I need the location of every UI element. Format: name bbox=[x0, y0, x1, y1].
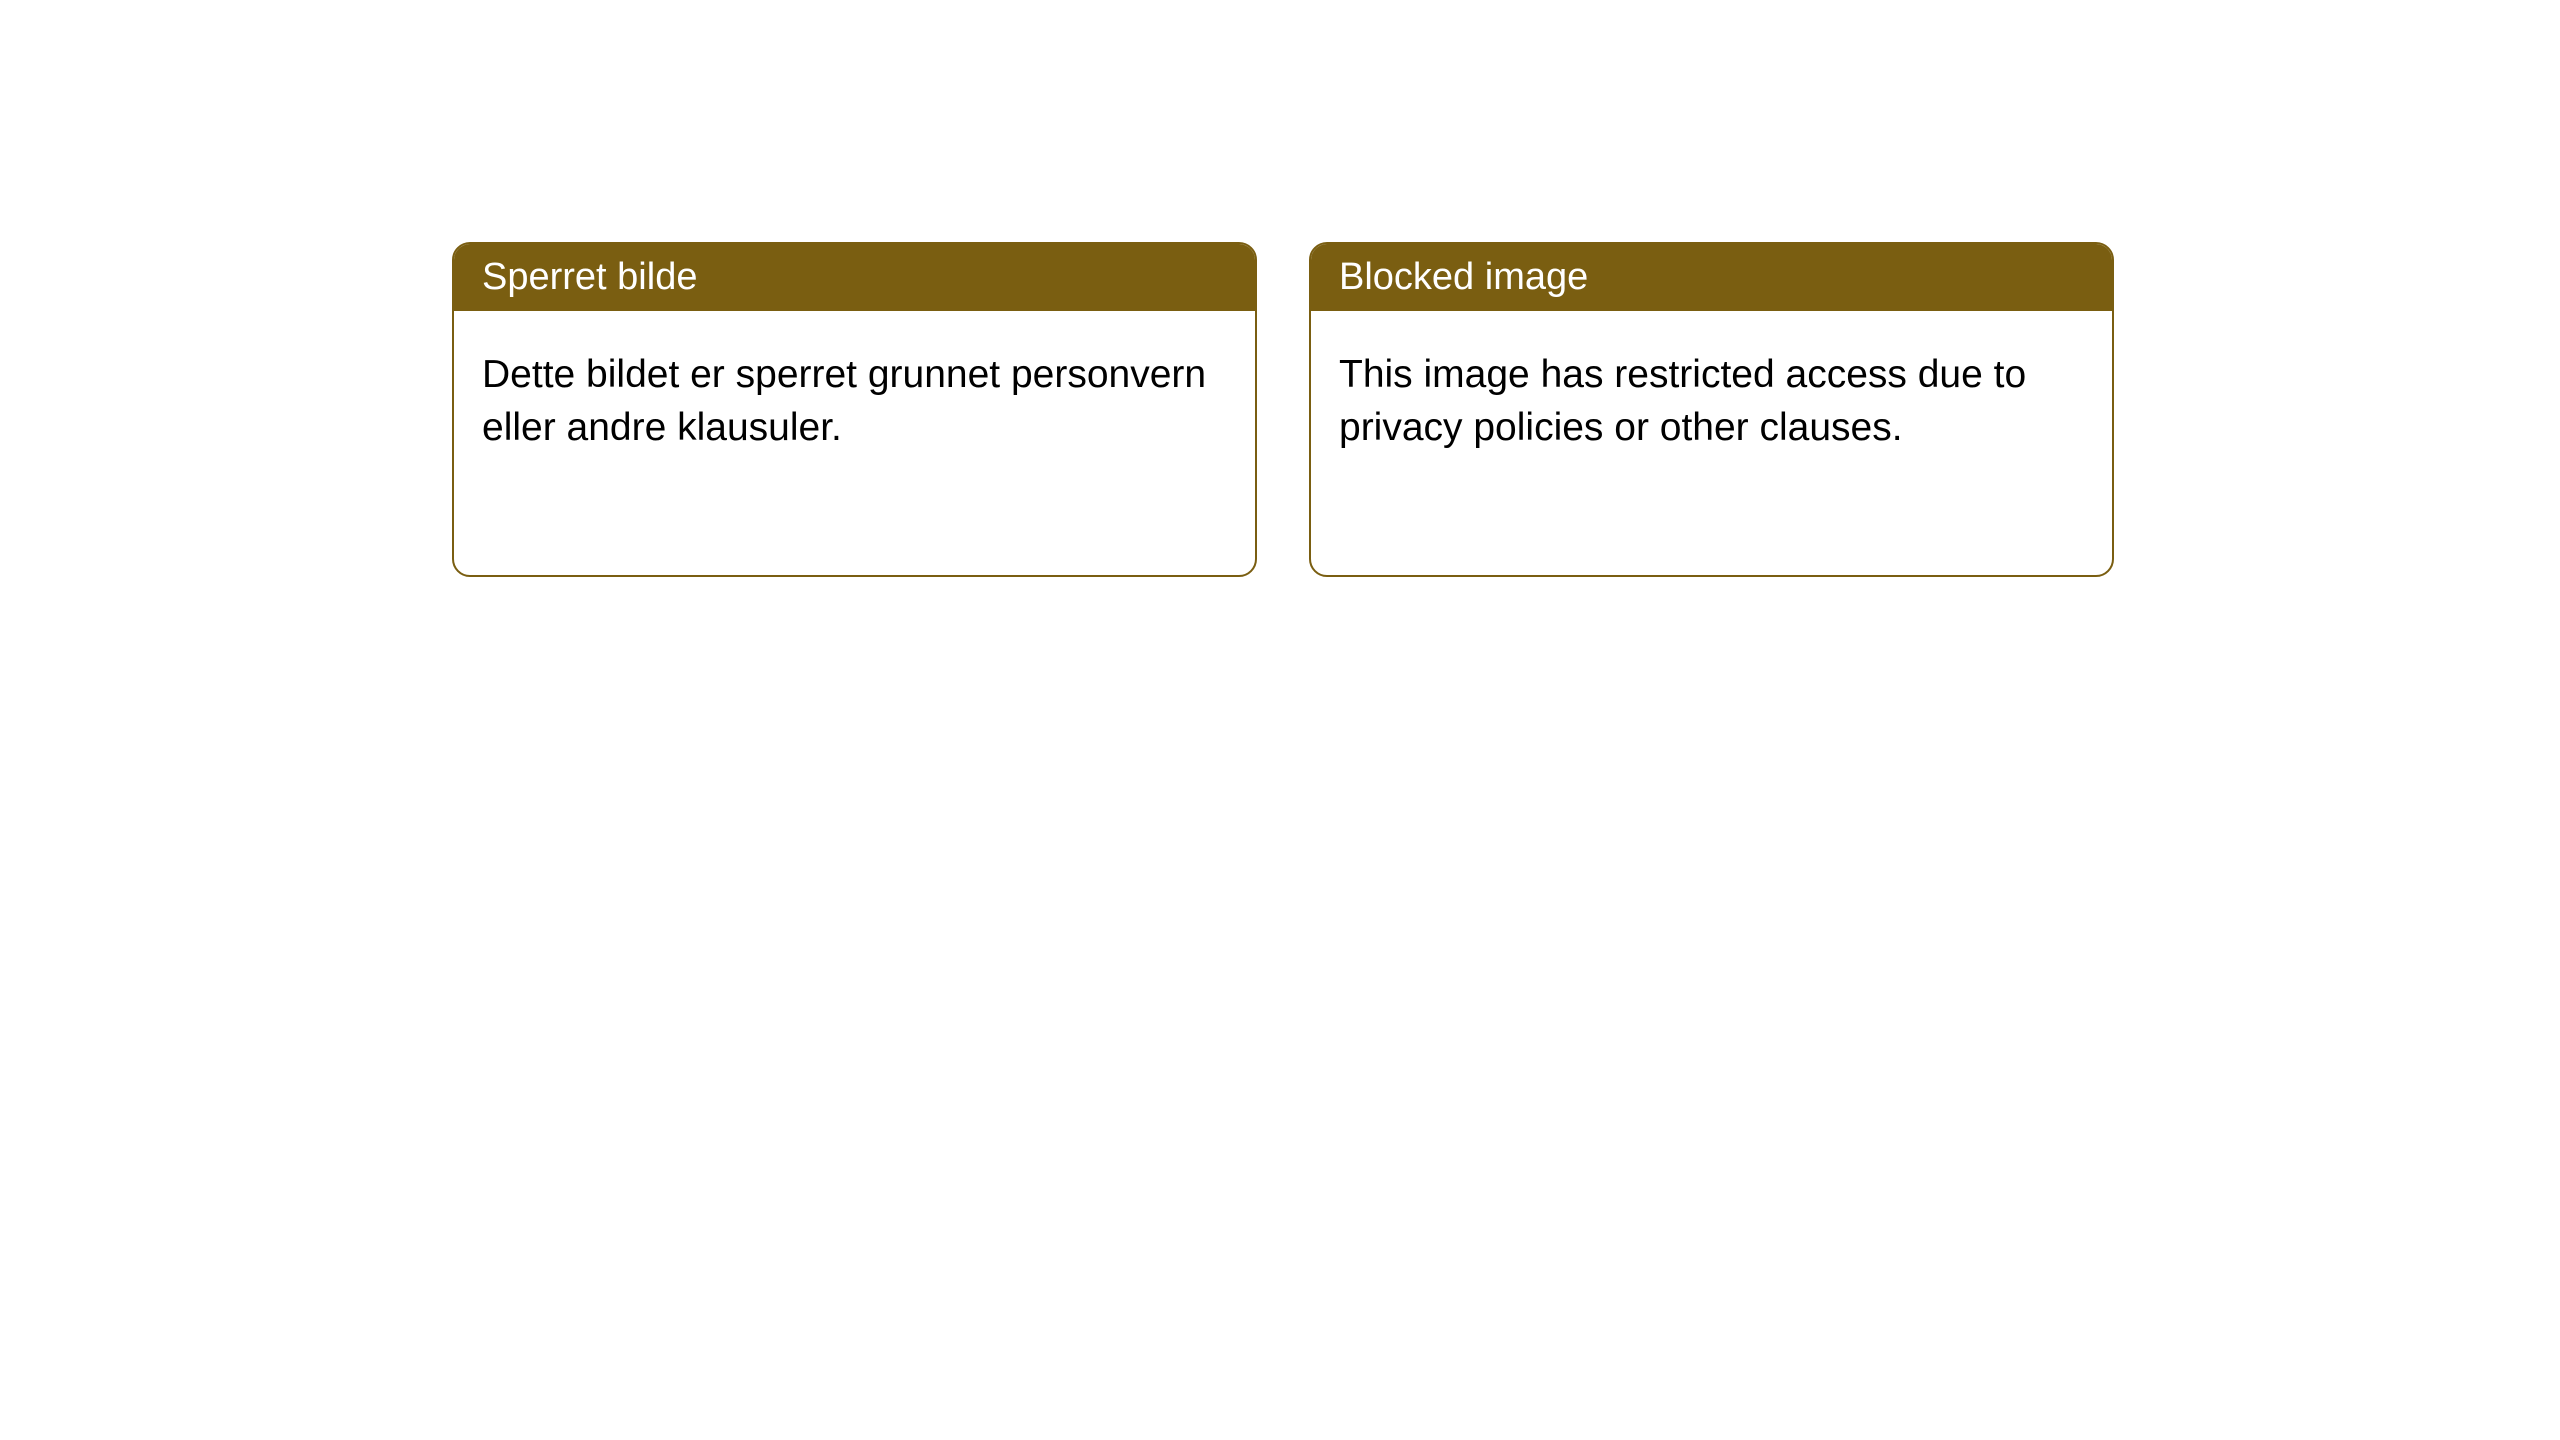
card-header: Sperret bilde bbox=[454, 244, 1255, 311]
notice-container: Sperret bilde Dette bildet er sperret gr… bbox=[0, 0, 2560, 577]
card-message: Dette bildet er sperret grunnet personve… bbox=[482, 353, 1206, 449]
card-body: Dette bildet er sperret grunnet personve… bbox=[454, 311, 1255, 492]
card-title: Sperret bilde bbox=[482, 256, 697, 298]
card-body: This image has restricted access due to … bbox=[1311, 311, 2112, 492]
notice-card-english: Blocked image This image has restricted … bbox=[1309, 242, 2114, 577]
card-header: Blocked image bbox=[1311, 244, 2112, 311]
notice-card-norwegian: Sperret bilde Dette bildet er sperret gr… bbox=[452, 242, 1257, 577]
card-title: Blocked image bbox=[1339, 256, 1588, 298]
card-message: This image has restricted access due to … bbox=[1339, 353, 2026, 449]
